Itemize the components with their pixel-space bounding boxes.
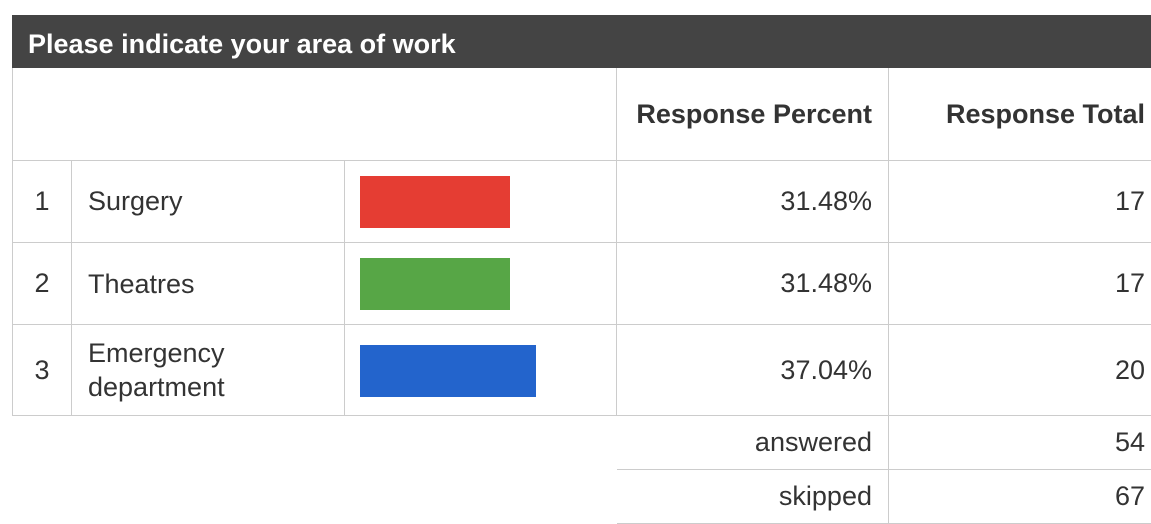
- row-index: 2: [12, 243, 72, 325]
- response-percent: 31.48%: [617, 160, 889, 243]
- header-blank: [12, 68, 617, 161]
- row-label: Theatres: [72, 243, 345, 325]
- row-label: Emergency department: [72, 325, 345, 416]
- response-percent: 37.04%: [617, 325, 889, 416]
- bar-cell: [345, 325, 617, 416]
- response-percent: 31.48%: [617, 243, 889, 325]
- bar-cell: [345, 160, 617, 243]
- response-total: 17: [889, 160, 1151, 243]
- summary-value: 54: [889, 416, 1151, 470]
- survey-title: Please indicate your area of work: [12, 15, 1151, 68]
- column-header: Response Percent: [617, 68, 889, 161]
- bar: [360, 344, 536, 397]
- bar: [360, 258, 510, 310]
- row-label: Surgery: [72, 160, 345, 243]
- summary-label: answered: [617, 416, 889, 470]
- response-total: 17: [889, 243, 1151, 325]
- response-total: 20: [889, 325, 1151, 416]
- bar: [360, 175, 510, 228]
- bar-cell: [345, 243, 617, 325]
- column-header: Response Total: [889, 68, 1151, 161]
- row-index: 3: [12, 325, 72, 416]
- row-index: 1: [12, 160, 72, 243]
